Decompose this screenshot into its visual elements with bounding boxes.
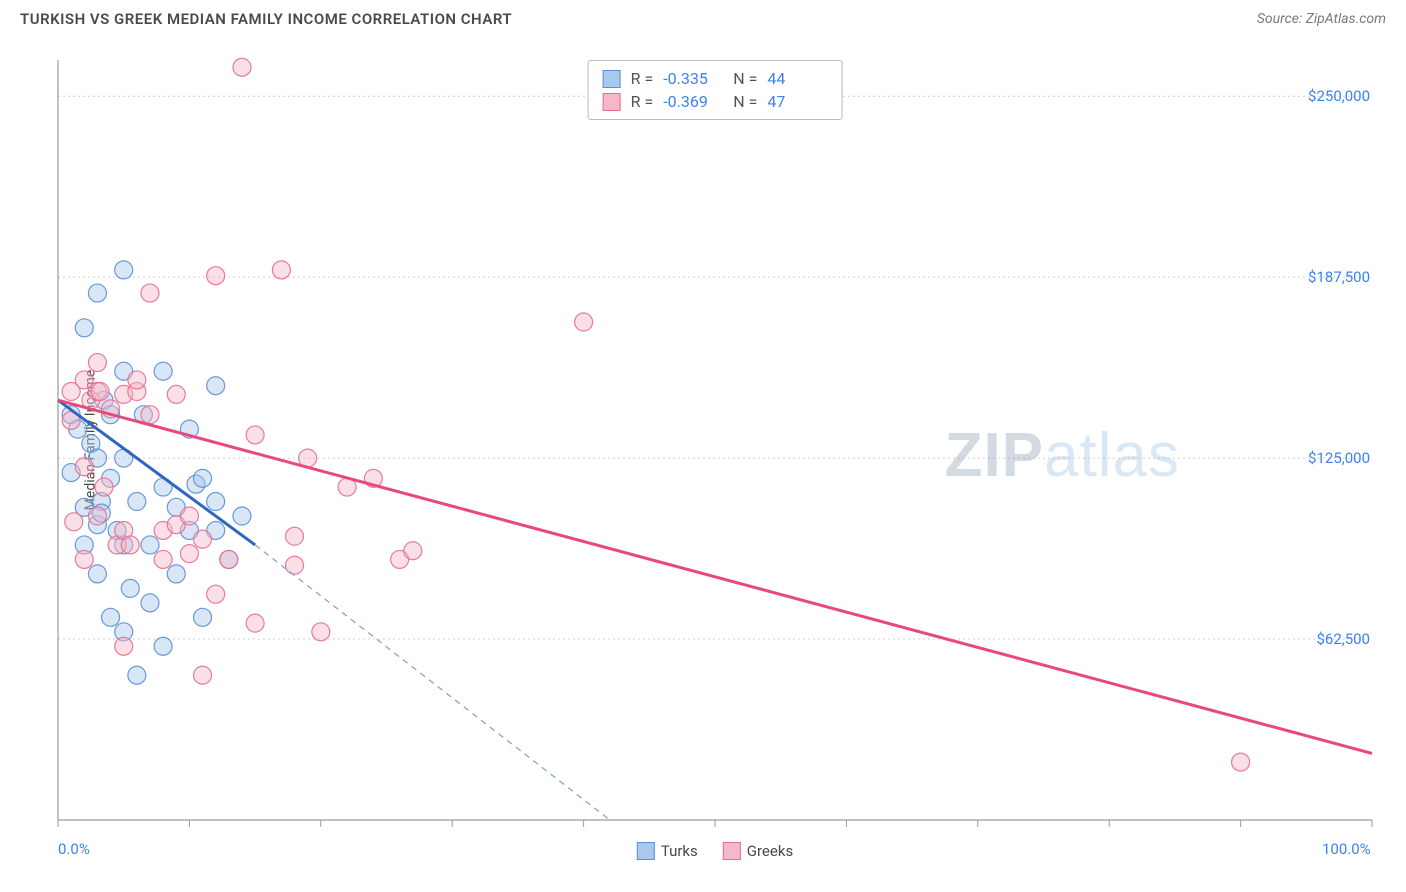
y-tick-label: $250,000 xyxy=(1308,87,1370,105)
y-tick-label: $125,000 xyxy=(1308,449,1370,467)
legend-n-value: 44 xyxy=(767,69,827,88)
series-legend: Turks Greeks xyxy=(637,842,793,860)
scatter-plot xyxy=(50,50,1380,830)
legend-n-label: N = xyxy=(733,92,757,111)
legend-row: R = -0.369 N = 47 xyxy=(603,90,828,113)
legend-swatch xyxy=(723,842,741,860)
x-tick-label: 0.0% xyxy=(58,840,90,858)
legend-n-value: 47 xyxy=(767,92,827,111)
correlation-legend: R = -0.335 N = 44 R = -0.369 N = 47 xyxy=(588,60,843,120)
legend-swatch xyxy=(637,842,655,860)
x-tick-label: 100.0% xyxy=(1322,840,1371,858)
series-legend-label: Greeks xyxy=(747,842,793,860)
chart-title: TURKISH VS GREEK MEDIAN FAMILY INCOME CO… xyxy=(20,10,512,28)
y-tick-label: $187,500 xyxy=(1308,268,1370,286)
legend-r-label: R = xyxy=(631,92,654,111)
y-tick-label: $62,500 xyxy=(1316,630,1370,648)
chart-area: Median Family Income R = -0.335N = 44R =… xyxy=(50,50,1380,830)
legend-n-label: N = xyxy=(733,69,757,88)
legend-r-value: -0.369 xyxy=(663,92,723,111)
series-legend-item: Turks xyxy=(637,842,698,860)
legend-swatch xyxy=(603,70,621,88)
legend-row: R = -0.335 N = 44 xyxy=(603,67,828,90)
series-legend-item: Greeks xyxy=(723,842,793,860)
chart-source: Source: ZipAtlas.com xyxy=(1257,11,1386,27)
chart-header: TURKISH VS GREEK MEDIAN FAMILY INCOME CO… xyxy=(0,0,1406,33)
legend-r-value: -0.335 xyxy=(663,69,723,88)
series-legend-label: Turks xyxy=(661,842,698,860)
legend-r-label: R = xyxy=(631,69,654,88)
legend-swatch xyxy=(603,93,621,111)
